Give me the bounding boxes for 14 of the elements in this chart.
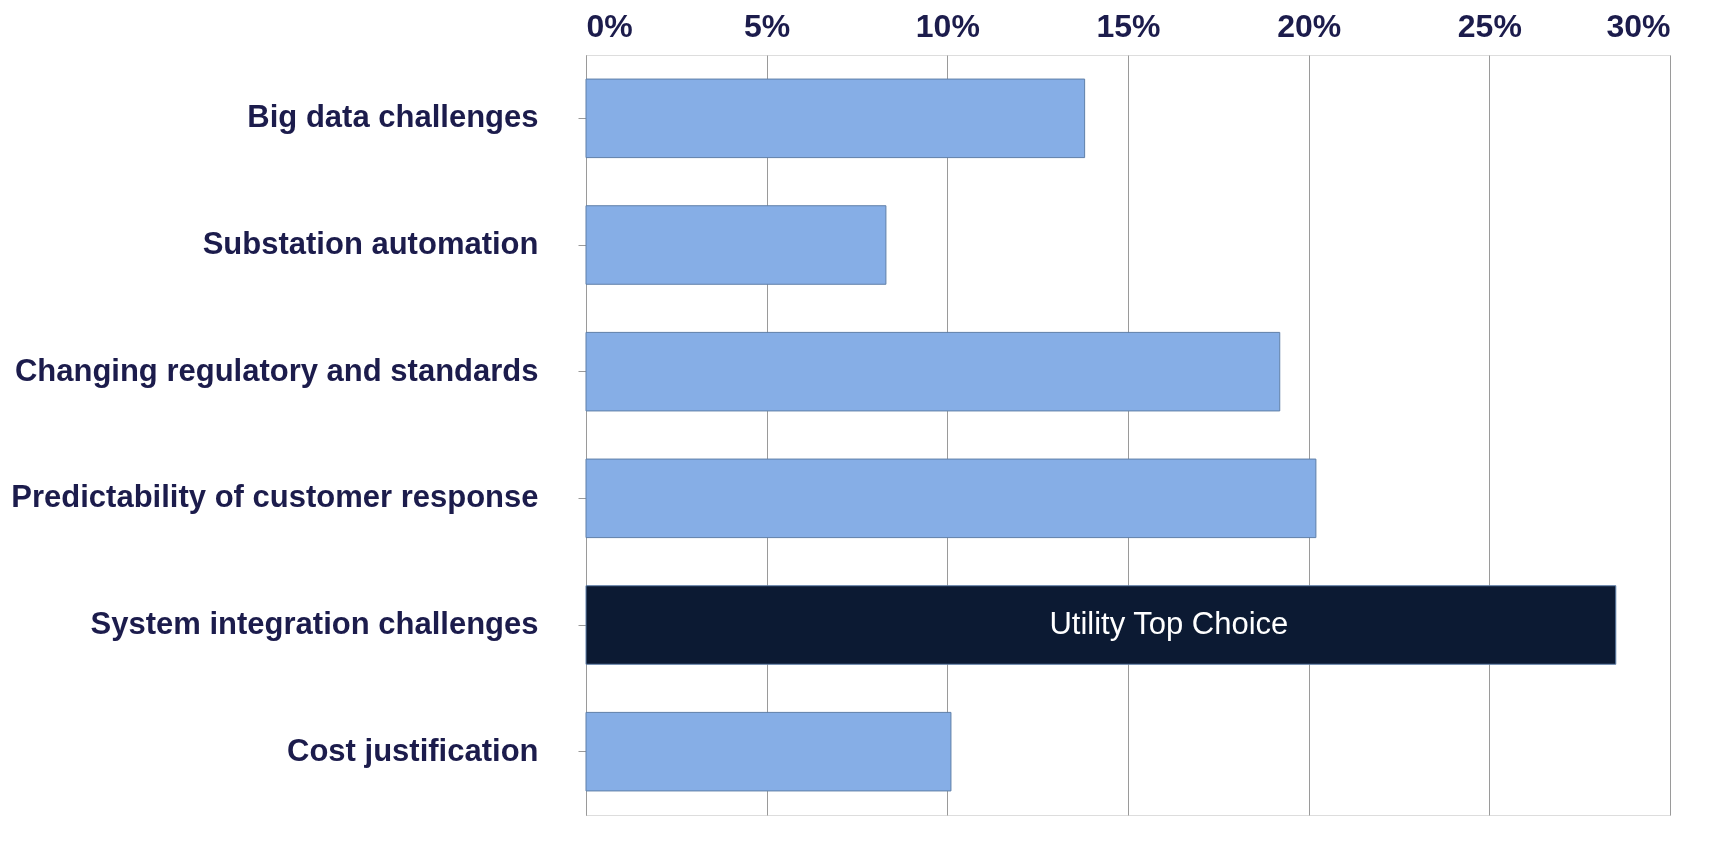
- y-tick-label: Changing regulatory and standards: [14, 352, 539, 388]
- y-tick-label: Substation automation: [202, 226, 539, 261]
- x-tick-label: 20%: [1277, 7, 1342, 44]
- x-tick-label: 15%: [1096, 7, 1161, 44]
- x-tick-label: 10%: [915, 7, 980, 44]
- y-tick-label: Big data challenges: [247, 99, 539, 135]
- y-tick-label: System integration challenges: [90, 606, 539, 641]
- x-tick-label: 5%: [744, 7, 791, 44]
- x-tick-label: 0%: [586, 7, 633, 44]
- y-tick-label: Cost justification: [287, 732, 539, 768]
- x-tick-label: 25%: [1457, 7, 1522, 44]
- annotation: Utility Top Choice: [1049, 606, 1289, 641]
- x-tick-label: 30%: [1606, 7, 1671, 44]
- y-tick-label: Predictability of customer response: [11, 479, 539, 515]
